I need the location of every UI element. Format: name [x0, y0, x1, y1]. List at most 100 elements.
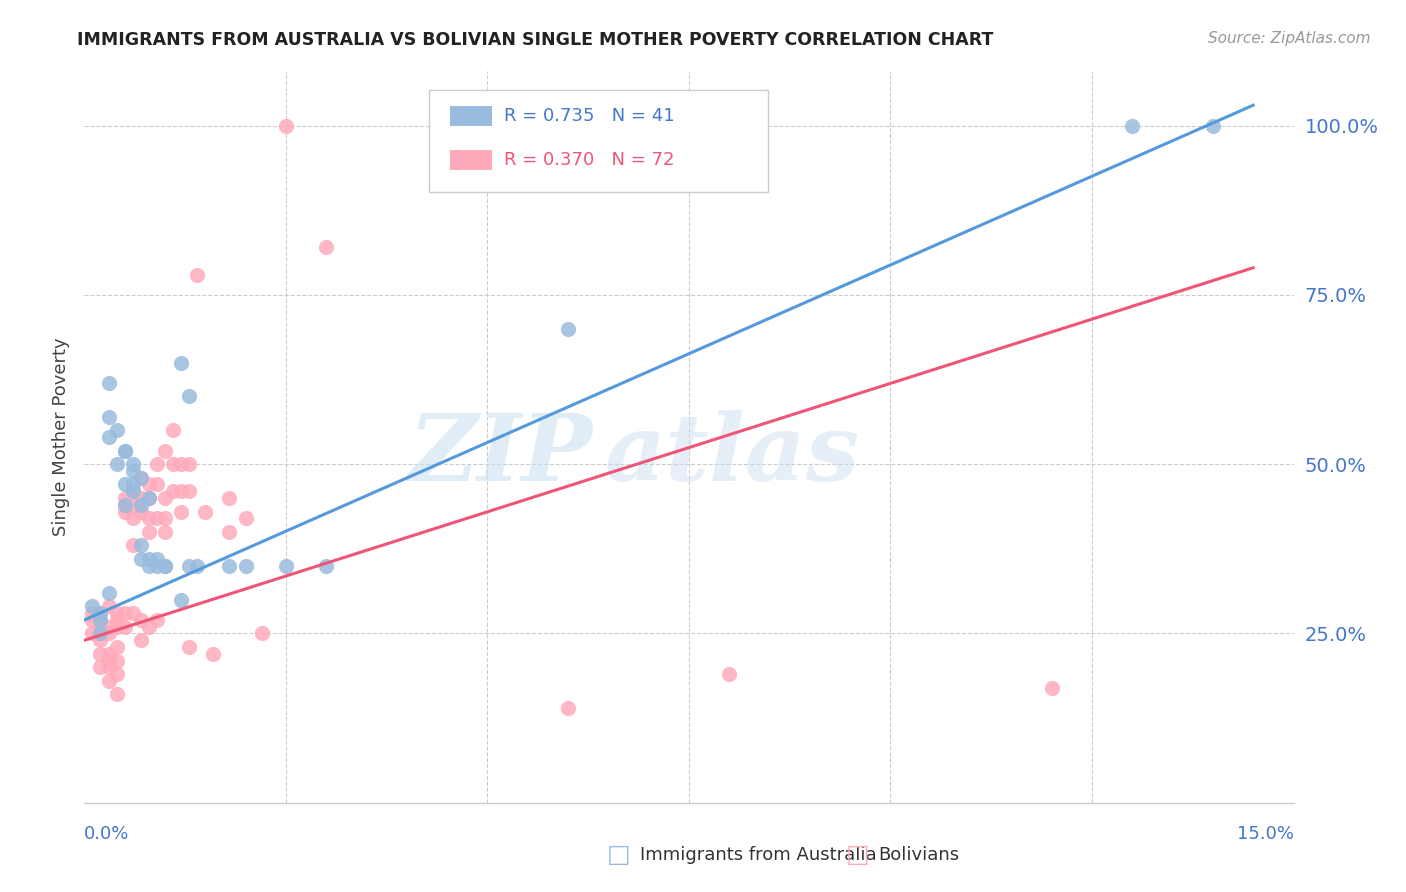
- Point: [153, 558, 176, 573]
- Point: [274, 119, 297, 133]
- Point: [162, 423, 184, 437]
- Point: [179, 640, 201, 654]
- Text: □: □: [607, 843, 630, 866]
- Point: [129, 633, 152, 648]
- Point: [82, 626, 104, 640]
- Point: [105, 423, 128, 437]
- Point: [82, 599, 104, 614]
- Point: [129, 552, 152, 566]
- Point: [89, 626, 111, 640]
- Text: R = 0.735   N = 41: R = 0.735 N = 41: [503, 107, 675, 125]
- Point: [97, 626, 120, 640]
- Point: [129, 505, 152, 519]
- Point: [170, 457, 193, 471]
- Text: R = 0.370   N = 72: R = 0.370 N = 72: [503, 151, 675, 169]
- Point: [557, 322, 579, 336]
- Point: [179, 484, 201, 499]
- Point: [179, 558, 201, 573]
- Point: [105, 654, 128, 668]
- Point: [153, 511, 176, 525]
- Point: [138, 511, 160, 525]
- Point: [105, 613, 128, 627]
- Point: [153, 443, 176, 458]
- Bar: [450, 106, 492, 127]
- Point: [146, 477, 169, 491]
- Point: [153, 491, 176, 505]
- Point: [162, 484, 184, 499]
- Point: [97, 620, 120, 634]
- Point: [114, 443, 136, 458]
- Point: [179, 389, 201, 403]
- Point: [138, 491, 160, 505]
- Point: [170, 355, 193, 369]
- Point: [1202, 119, 1225, 133]
- Point: [218, 524, 240, 539]
- Point: [202, 647, 225, 661]
- Point: [186, 268, 208, 282]
- Point: [1121, 119, 1143, 133]
- Point: [97, 586, 120, 600]
- FancyBboxPatch shape: [429, 90, 768, 192]
- Text: IMMIGRANTS FROM AUSTRALIA VS BOLIVIAN SINGLE MOTHER POVERTY CORRELATION CHART: IMMIGRANTS FROM AUSTRALIA VS BOLIVIAN SI…: [77, 31, 994, 49]
- Point: [235, 511, 257, 525]
- Point: [105, 688, 128, 702]
- Point: [218, 558, 240, 573]
- Point: [129, 538, 152, 552]
- Point: [129, 471, 152, 485]
- Text: atlas: atlas: [605, 410, 859, 500]
- Point: [82, 606, 104, 620]
- Point: [114, 491, 136, 505]
- Point: [97, 660, 120, 674]
- Point: [89, 606, 111, 620]
- Point: [194, 505, 217, 519]
- Point: [89, 626, 111, 640]
- Point: [97, 376, 120, 390]
- Point: [557, 701, 579, 715]
- Text: 15.0%: 15.0%: [1236, 825, 1294, 843]
- Point: [129, 613, 152, 627]
- Point: [315, 558, 337, 573]
- Point: [138, 477, 160, 491]
- Point: [235, 558, 257, 573]
- Point: [121, 498, 143, 512]
- Point: [89, 620, 111, 634]
- Point: [179, 457, 201, 471]
- Point: [170, 592, 193, 607]
- Text: Immigrants from Australia: Immigrants from Australia: [640, 846, 876, 863]
- Point: [121, 484, 143, 499]
- Point: [89, 633, 111, 648]
- Point: [315, 240, 337, 254]
- Point: [718, 667, 741, 681]
- Point: [121, 538, 143, 552]
- Y-axis label: Single Mother Poverty: Single Mother Poverty: [52, 338, 70, 536]
- Bar: [450, 150, 492, 170]
- Point: [146, 613, 169, 627]
- Point: [105, 620, 128, 634]
- Point: [97, 654, 120, 668]
- Point: [138, 558, 160, 573]
- Text: □: □: [846, 843, 869, 866]
- Point: [146, 558, 169, 573]
- Point: [170, 484, 193, 499]
- Point: [121, 511, 143, 525]
- Point: [114, 498, 136, 512]
- Text: Source: ZipAtlas.com: Source: ZipAtlas.com: [1208, 31, 1371, 46]
- Point: [105, 457, 128, 471]
- Point: [146, 552, 169, 566]
- Point: [153, 558, 176, 573]
- Text: ZIP: ZIP: [408, 410, 592, 500]
- Point: [105, 606, 128, 620]
- Point: [114, 505, 136, 519]
- Point: [97, 673, 120, 688]
- Point: [114, 477, 136, 491]
- Point: [129, 498, 152, 512]
- Point: [138, 524, 160, 539]
- Point: [129, 471, 152, 485]
- Point: [146, 511, 169, 525]
- Point: [121, 606, 143, 620]
- Point: [186, 558, 208, 573]
- Point: [1040, 681, 1063, 695]
- Point: [170, 505, 193, 519]
- Point: [121, 477, 143, 491]
- Point: [129, 491, 152, 505]
